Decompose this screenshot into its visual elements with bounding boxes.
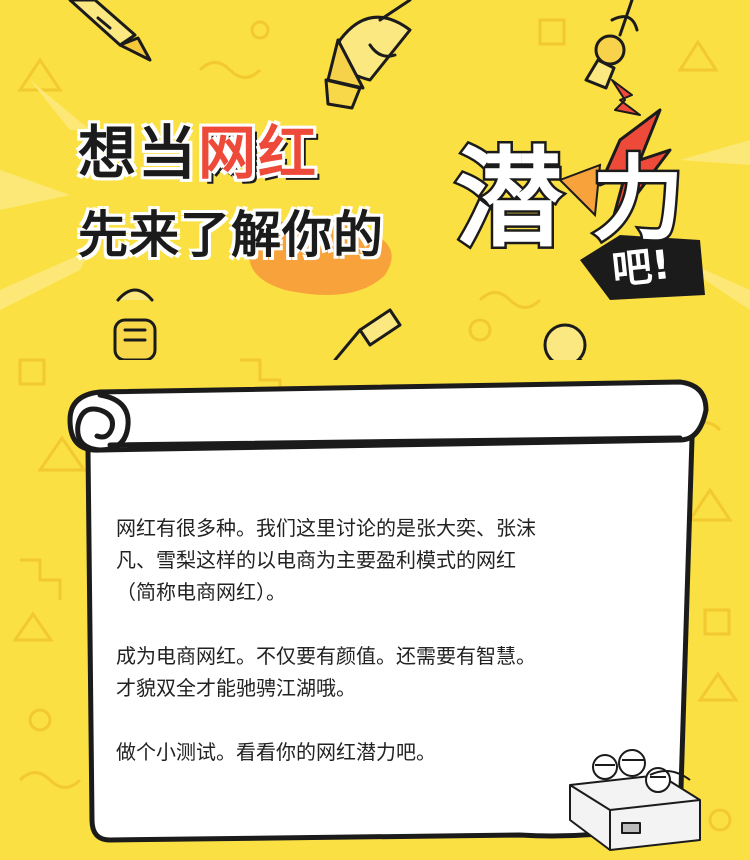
title-line-2-a: 先来了 (78, 206, 231, 264)
intro-p3-line1: 做个小测试。看看你的网红潜力吧。 (116, 740, 436, 764)
title-power-word: 力 (589, 146, 686, 253)
title-line-2: 先来了解你的 (78, 204, 384, 266)
title-line-1-black: 想当 (77, 118, 199, 188)
spacer (116, 608, 676, 640)
intro-p2-line1: 成为电商网红。不仅要有颜值。还需要有智慧。 (116, 644, 536, 668)
spacer (116, 704, 676, 736)
title-line-1-red: 网红 (198, 119, 319, 187)
title-highlight-blob (249, 218, 392, 295)
intro-p1-line2: 凡、雪梨这样的以电商为主要盈利模式的网红 (116, 548, 516, 572)
title-line-1: 想当网红 (77, 118, 319, 188)
title-big-word: 潜 (452, 137, 565, 262)
cartoon-people-icon (569, 749, 701, 851)
intro-p1-line3: （简称电商网红）。 (116, 580, 286, 604)
intro-p2-line2: 才貌双全才能驰骋江湖哦。 (116, 676, 356, 700)
title-tag (580, 235, 705, 300)
intro-text: 网红有很多种。我们这里讨论的是张大奕、张沫 凡、雪梨这样的以电商为主要盈利模式的… (116, 512, 676, 768)
intro-p1-line1: 网红有很多种。我们这里讨论的是张大奕、张沫 (116, 516, 536, 540)
title-art (249, 79, 705, 300)
microphone-icon (68, 0, 639, 360)
lightning-icon (611, 79, 641, 116)
title-line-2-b: 解你的 (231, 206, 384, 264)
